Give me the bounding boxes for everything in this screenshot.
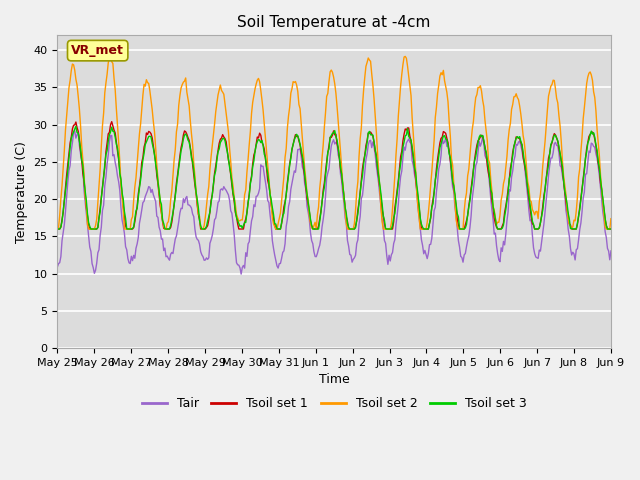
Tsoil set 1 [288,146,296,152]
Text: VR_met: VR_met [71,44,124,57]
Tair [365,138,373,144]
Tsoil set 1 [227,173,235,179]
Tair [237,271,245,277]
Tsoil set 2 [401,54,409,60]
Tsoil set 2 [54,226,61,232]
Line: Tair: Tair [58,131,611,274]
Tair [227,208,235,214]
Tsoil set 2 [557,138,565,144]
Tsoil set 2 [607,216,615,222]
Tsoil set 1 [54,226,61,232]
Tsoil set 1 [108,119,116,124]
Tsoil set 2 [364,60,371,65]
Tsoil set 2 [287,90,294,96]
Tsoil set 3 [607,226,615,232]
Tair [71,128,79,133]
Line: Tsoil set 1: Tsoil set 1 [58,121,611,229]
Tsoil set 3 [54,226,61,232]
Tsoil set 3 [391,211,399,216]
Tsoil set 1 [557,158,565,164]
Tsoil set 3 [288,146,296,152]
Tair [289,175,297,180]
Tsoil set 2 [461,197,469,203]
Tair [559,173,566,179]
Tair [54,264,61,270]
Tsoil set 1 [391,205,399,211]
Tsoil set 3 [227,170,235,176]
Tair [392,222,400,228]
Legend: Tair, Tsoil set 1, Tsoil set 2, Tsoil set 3: Tair, Tsoil set 1, Tsoil set 2, Tsoil se… [137,392,532,415]
Tsoil set 1 [607,226,615,232]
Tsoil set 2 [226,145,234,151]
Tsoil set 1 [461,222,469,228]
Tsoil set 3 [72,123,80,129]
Tsoil set 3 [364,130,372,136]
Tsoil set 2 [390,190,397,195]
Tair [607,248,615,254]
Tair [463,244,470,250]
Tsoil set 3 [557,157,565,163]
X-axis label: Time: Time [319,373,349,386]
Title: Soil Temperature at -4cm: Soil Temperature at -4cm [237,15,431,30]
Line: Tsoil set 2: Tsoil set 2 [58,57,611,229]
Y-axis label: Temperature (C): Temperature (C) [15,141,28,243]
Line: Tsoil set 3: Tsoil set 3 [58,126,611,229]
Tsoil set 1 [364,130,372,136]
Tsoil set 3 [461,225,469,231]
